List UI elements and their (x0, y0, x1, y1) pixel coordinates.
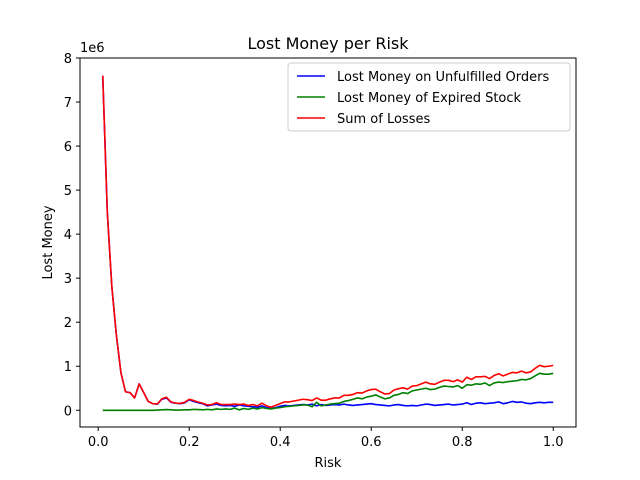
y-axis-offset-label: 1e6 (80, 41, 105, 56)
y-axis-label: Lost Money (41, 205, 56, 279)
y-tick-label: 3 (64, 272, 72, 287)
y-tick-label: 5 (64, 184, 72, 199)
axes-frame (79, 57, 577, 428)
x-tick-label: 0.6 (361, 435, 382, 450)
y-tick-label: 8 (64, 52, 72, 67)
y-tick-label: 7 (64, 96, 72, 111)
x-tick-label: 0.2 (179, 435, 200, 450)
plot-lines (101, 75, 554, 412)
legend: Lost Money on Unfulfilled Orders Lost Mon… (287, 62, 571, 132)
chart-title: Lost Money per Risk (247, 34, 409, 53)
y-tick-label: 6 (64, 140, 72, 155)
legend-label: Lost Money on Unfulfilled Orders (337, 70, 549, 85)
x-tick-label: 1.0 (543, 435, 564, 450)
series-line-2 (101, 75, 554, 408)
legend-label: Lost Money of Expired Stock (337, 91, 522, 106)
x-tick-label: 0.4 (270, 435, 291, 450)
x-tick-label: 0.8 (452, 435, 473, 450)
legend-box (287, 62, 571, 132)
y-tick-label: 1 (64, 360, 72, 375)
y-tick-label: 0 (64, 404, 72, 419)
legend-label: Sum of Losses (337, 112, 430, 127)
y-axis-ticks: 0 1 2 3 4 5 6 7 8 (64, 52, 80, 419)
x-tick-label: 0.0 (88, 435, 109, 450)
series-line-1 (102, 372, 554, 412)
x-axis-ticks: 0.0 0.2 0.4 0.6 0.8 1.0 (88, 427, 564, 450)
y-tick-label: 4 (64, 228, 72, 243)
x-axis-label: Risk (315, 456, 342, 471)
y-tick-label: 2 (64, 316, 72, 331)
